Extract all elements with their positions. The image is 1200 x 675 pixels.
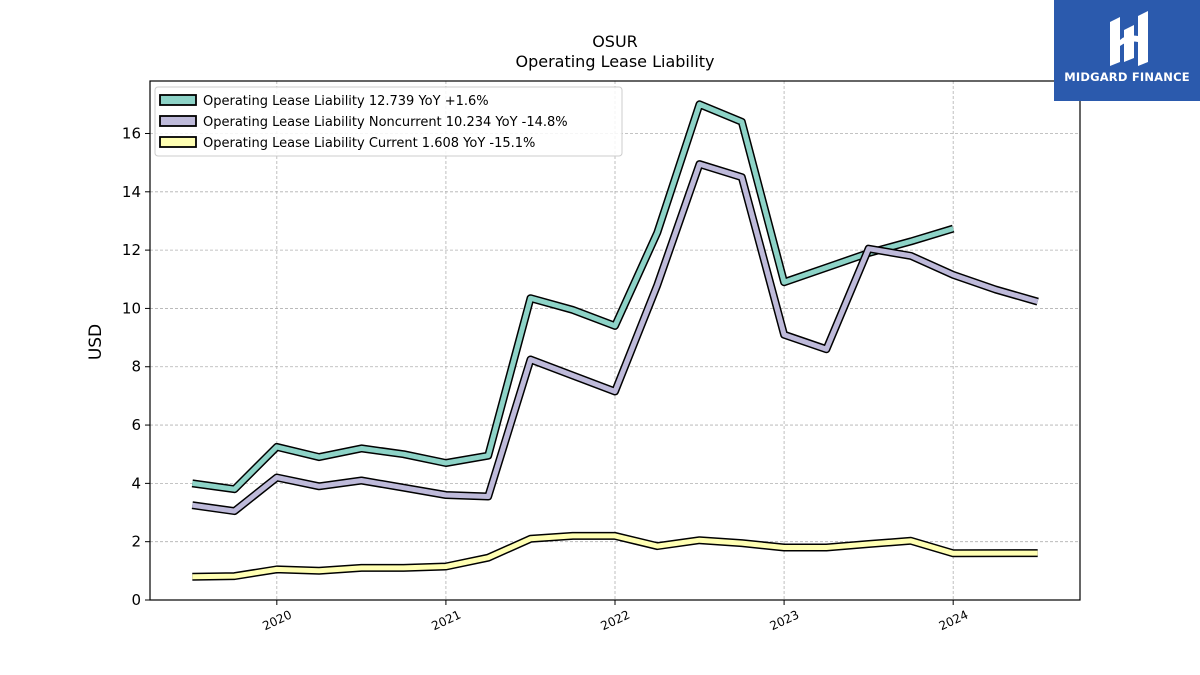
y-tick-label: 16: [122, 124, 141, 142]
x-tick-label: 2024: [937, 608, 971, 634]
y-axis: 0 2 4 6 8 10 12 14 16: [122, 124, 150, 609]
brand-name: MIDGARD FINANCE: [1064, 70, 1190, 84]
legend: Operating Lease Liability 12.739 YoY +1.…: [154, 86, 623, 157]
y-tick-label: 4: [131, 474, 141, 492]
y-axis-label: USD: [86, 324, 106, 360]
series-line: [191, 101, 954, 492]
series-layer: [191, 100, 1039, 581]
chart-title: OSUR: [592, 32, 638, 51]
x-tick-label: 2021: [429, 608, 463, 634]
y-tick-label: 10: [122, 299, 141, 317]
x-axis: 2020 2021 2022 2023 2024: [260, 600, 970, 633]
y-tick-label: 14: [122, 183, 141, 201]
legend-swatch: [159, 94, 197, 106]
x-tick-label: 2020: [260, 608, 294, 634]
legend-swatch: [159, 136, 197, 148]
series-line: [191, 161, 1039, 514]
y-tick-label: 2: [131, 533, 141, 551]
legend-label: Operating Lease Liability 12.739 YoY +1.…: [203, 94, 489, 109]
series-line: [192, 533, 1038, 580]
legend-swatch: [159, 115, 197, 127]
brand-logo: MIDGARD FINANCE: [1054, 0, 1200, 101]
legend-box: [154, 86, 623, 157]
x-tick-label: 2022: [599, 608, 633, 634]
legend-label: Operating Lease Liability Noncurrent 10.…: [203, 115, 568, 130]
chart-subtitle: Operating Lease Liability: [515, 52, 714, 71]
y-tick-label: 0: [131, 591, 141, 609]
y-tick-label: 6: [131, 416, 141, 434]
x-tick-label: 2023: [768, 608, 802, 634]
y-tick-label: 8: [131, 358, 141, 376]
legend-label: Operating Lease Liability Current 1.608 …: [203, 136, 535, 151]
y-tick-label: 12: [122, 241, 141, 259]
midgard-logo-icon: [1110, 11, 1148, 66]
